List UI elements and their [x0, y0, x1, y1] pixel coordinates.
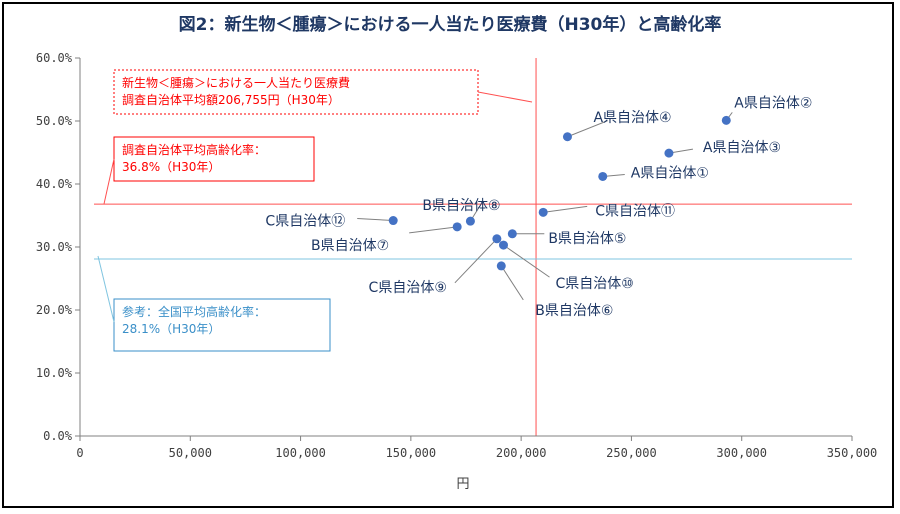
annotation-text: 28.1%（H30年） — [122, 322, 220, 336]
annotations: 新生物＜腫瘍＞における一人当たり医療費調査自治体平均額206,755円（H30年… — [97, 69, 533, 352]
data-point — [388, 216, 398, 226]
point-label: C県自治体⑨ — [369, 280, 447, 296]
data-points — [388, 115, 731, 271]
leader-lines — [357, 112, 733, 301]
point-labels: A県自治体① A県自治体② A県自治体③ A県自治体④ B県自治体⑤ B県自治体⑥ B県自治… — [265, 95, 812, 319]
x-tick-label: 200,000 — [496, 446, 547, 460]
x-tick-label: 50,000 — [169, 446, 212, 460]
y-tick-label: 60.0% — [36, 51, 73, 65]
annotation-text: 新生物＜腫瘍＞における一人当たり医療費 — [122, 75, 350, 90]
x-tick-label: 100,000 — [275, 446, 326, 460]
y-tick-label: 20.0% — [36, 303, 73, 317]
x-axis-label: 円 — [456, 477, 469, 492]
annotation-box — [113, 69, 479, 115]
point-label: B県自治体⑤ — [548, 231, 626, 247]
data-point — [492, 234, 502, 244]
chart-frame: 図2：新生物＜腫瘍＞における一人当たり医療費（H30年）と高齢化率 0 50,00… — [2, 2, 894, 508]
leader-line — [500, 265, 524, 301]
x-tick-label: 300,000 — [716, 446, 767, 460]
axes: 0 50,000 100,000 150,000 200,000 250,000 300,0… — [36, 51, 877, 460]
data-point — [598, 171, 608, 181]
annotation-connector — [97, 255, 115, 323]
y-tick-label: 0.0% — [43, 429, 73, 443]
data-point — [538, 207, 548, 217]
point-label: A県自治体④ — [593, 110, 671, 126]
leader-line — [503, 244, 550, 278]
reference-lines — [94, 58, 852, 436]
annotation-text: 36.8%（H30年） — [122, 160, 220, 174]
y-tick-label: 30.0% — [36, 240, 73, 254]
x-tick-label: 0 — [76, 446, 83, 460]
y-tick-label: 40.0% — [36, 177, 73, 191]
leader-line — [357, 218, 394, 222]
point-label: C県自治体⑩ — [555, 276, 633, 292]
point-label: A県自治体③ — [703, 140, 781, 156]
leader-line — [567, 120, 608, 138]
x-tick-label: 150,000 — [386, 446, 437, 460]
data-point — [498, 240, 508, 250]
y-tick-label: 50.0% — [36, 114, 73, 128]
scatter-chart: 図2：新生物＜腫瘍＞における一人当たり医療費（H30年）と高齢化率 0 50,00… — [36, 14, 877, 492]
point-label: B県自治体⑦ — [311, 238, 389, 254]
point-label: B県自治体⑥ — [535, 303, 613, 319]
data-point — [507, 229, 517, 239]
data-point — [562, 132, 572, 142]
data-point — [465, 216, 475, 226]
annotation-text: 調査自治体平均高齢化率： — [122, 142, 266, 157]
y-tick-label: 10.0% — [36, 366, 73, 380]
annotation-box — [113, 136, 315, 182]
leader-line — [454, 238, 498, 284]
annotation-text: 参考：全国平均高齢化率： — [122, 304, 266, 319]
leader-line — [409, 226, 458, 234]
data-point — [452, 222, 462, 232]
point-label: A県自治体① — [631, 165, 709, 181]
data-point — [496, 261, 506, 271]
point-label: C県自治体⑫ — [265, 214, 345, 230]
annotation-connector — [477, 91, 533, 103]
annotation-text: 調査自治体平均額206,755円（H30年） — [122, 93, 340, 107]
leader-line — [543, 205, 588, 213]
chart-title: 図2：新生物＜腫瘍＞における一人当たり医療費（H30年）と高齢化率 — [179, 14, 722, 35]
data-point — [664, 148, 674, 158]
point-label: A県自治体② — [734, 95, 812, 111]
x-tick-label: 250,000 — [606, 446, 657, 460]
point-label: C県自治体⑪ — [595, 203, 675, 219]
point-label: B県自治体⑧ — [422, 198, 500, 214]
x-tick-label: 350,000 — [827, 446, 878, 460]
annotation-connector — [103, 158, 115, 205]
data-point — [721, 115, 731, 125]
annotation-box — [113, 298, 331, 352]
